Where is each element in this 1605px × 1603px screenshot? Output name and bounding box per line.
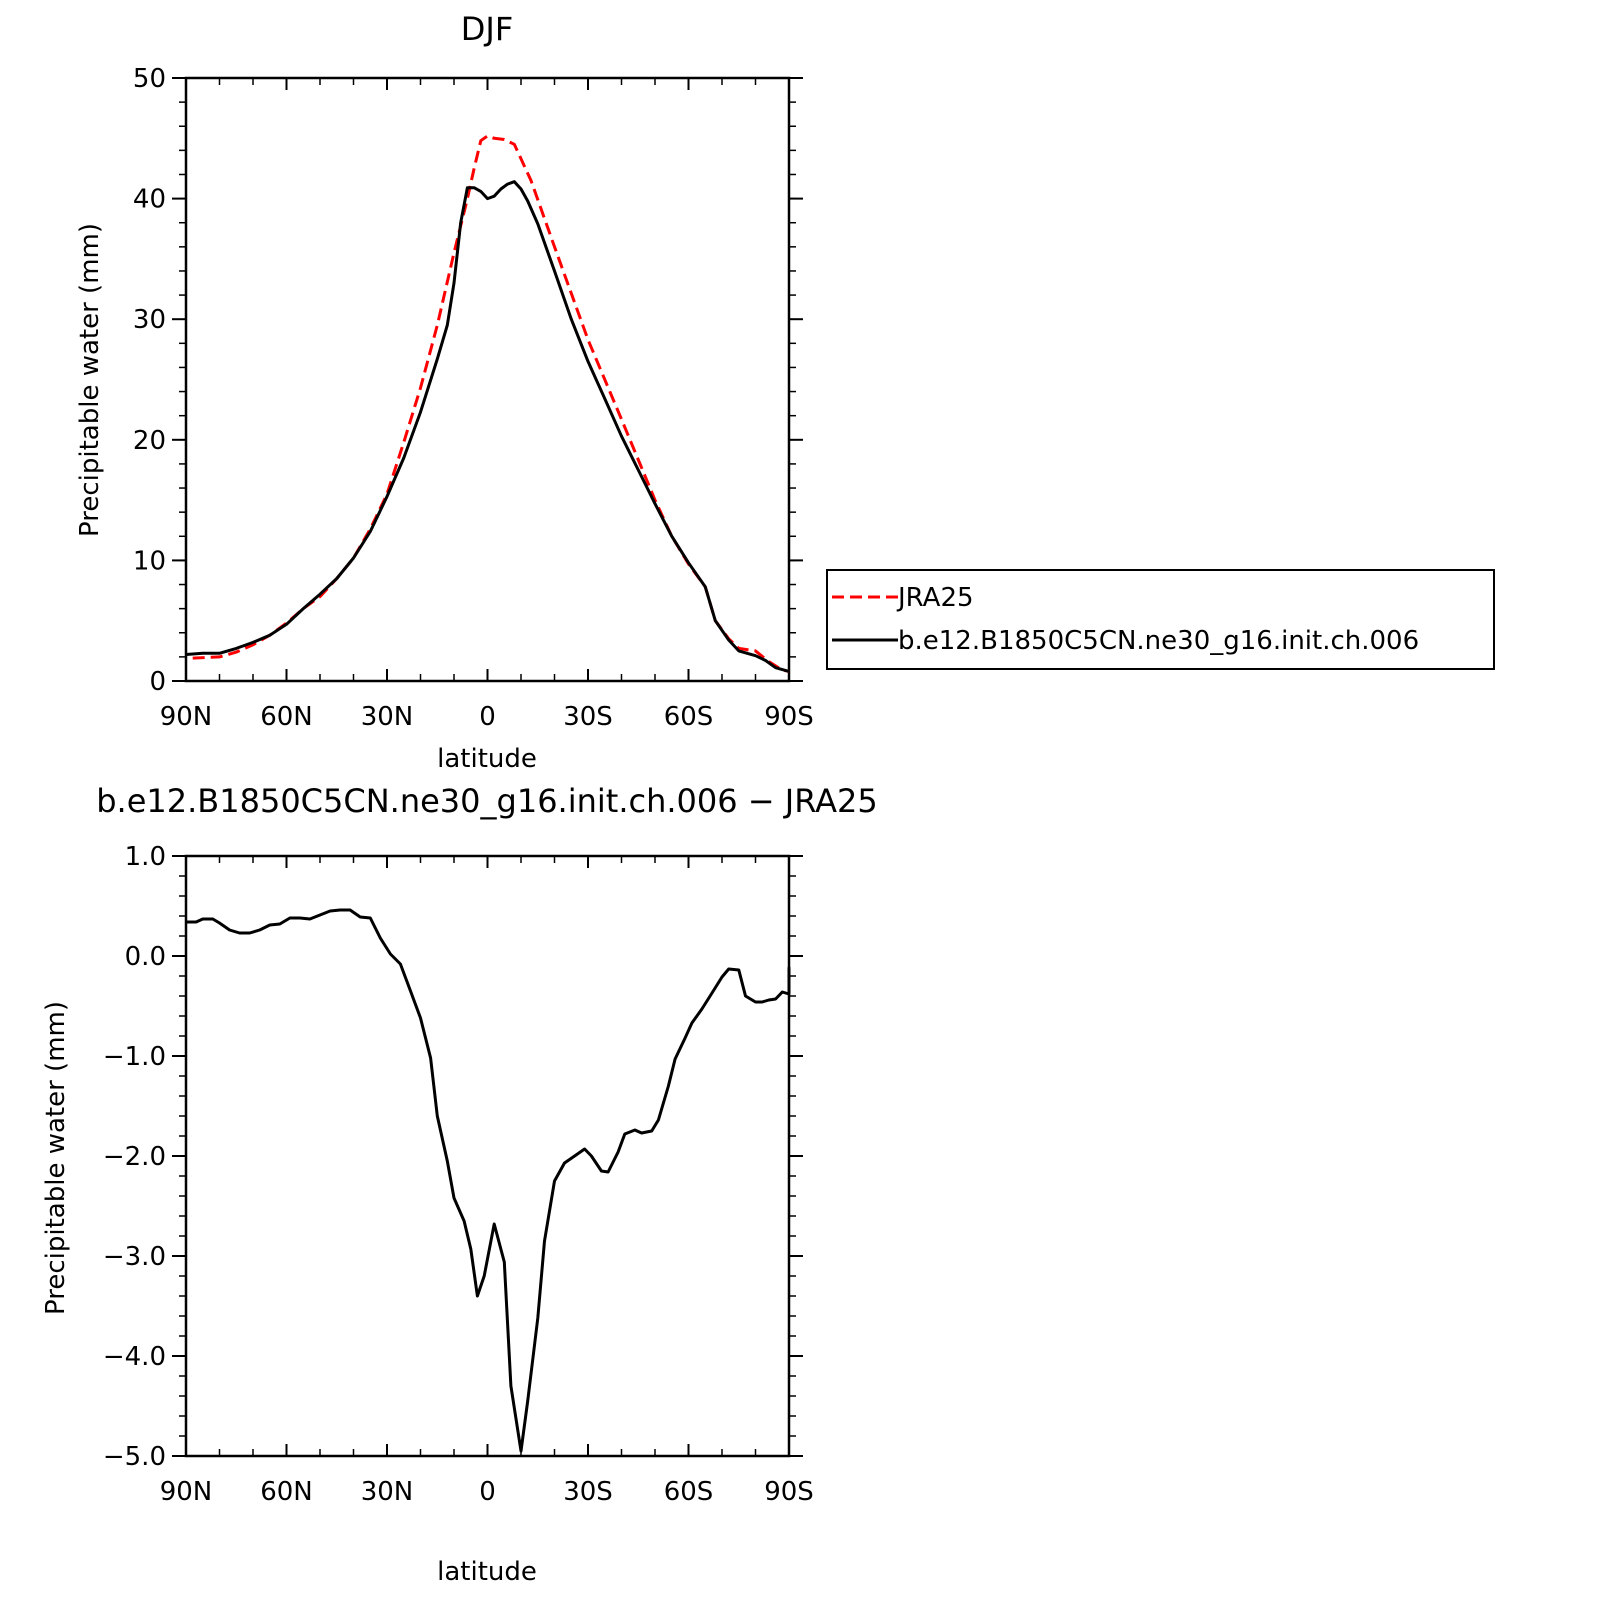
top-y-axis-label: Precipitable water (mm)	[75, 223, 105, 537]
bot-ytick-label-1-0: 1.0	[125, 842, 166, 872]
bot-xtick-label-0: 0	[479, 1477, 496, 1507]
top-xtick-label-90s: 90S	[764, 702, 814, 732]
bottom-y-axis-label: Precipitable water (mm)	[41, 1001, 71, 1315]
bot-xtick-label-30s: 30S	[563, 1477, 613, 1507]
bot-ytick-label-5-0: −5.0	[103, 1442, 166, 1472]
legend-label-model: b.e12.B1850C5CN.ne30_g16.init.ch.006	[898, 626, 1419, 656]
top-ytick-label-10: 10	[133, 546, 166, 576]
legend-box	[826, 569, 1495, 670]
top-title: DJF	[461, 10, 513, 48]
bottom-x-tick-labels: 90N 60N 30N 0 30S 60S 90S	[160, 1477, 814, 1507]
top-x-axis-label: latitude	[437, 744, 537, 774]
top-xtick-label-30s: 30S	[563, 702, 613, 732]
top-ytick-label-40: 40	[133, 185, 166, 215]
bottom-x-axis-label: latitude	[437, 1557, 537, 1587]
top-series-line-b-e12-b1850c5cn-ne30-g16-init-ch-006	[185, 180, 790, 673]
bottom-title: b.e12.B1850C5CN.ne30_g16.init.ch.006 − J…	[96, 782, 878, 820]
bot-xtick-label-60n: 60N	[260, 1477, 313, 1507]
top-y-tick-labels: 0 10 20 30 40 50	[133, 64, 166, 697]
bot-ytick-label-3-0: −3.0	[103, 1242, 166, 1272]
top-x-tick-labels: 90N 60N 30N 0 30S 60S 90S	[160, 702, 814, 732]
bottom-plot-frame	[184, 854, 791, 1458]
top-xtick-label-90n: 90N	[160, 702, 213, 732]
bottom-ticks	[172, 855, 803, 1457]
panel-bottom: b.e12.B1850C5CN.ne30_g16.init.ch.006 − J…	[41, 782, 878, 1587]
top-ticks	[172, 77, 803, 682]
top-ytick-label-20: 20	[133, 426, 166, 456]
bot-xtick-label-90n: 90N	[160, 1477, 213, 1507]
top-xtick-label-60s: 60S	[664, 702, 714, 732]
bot-xtick-label-30n: 30N	[361, 1477, 414, 1507]
top-series-lines	[185, 134, 790, 673]
bot-ytick-label-1-0: −1.0	[103, 1042, 166, 1072]
top-ytick-label-50: 50	[133, 64, 166, 94]
bottom-series-lines	[186, 908, 791, 1453]
top-ytick-label-0: 0	[149, 667, 166, 697]
top-xtick-label-0: 0	[479, 702, 496, 732]
bot-xtick-label-90s: 90S	[764, 1477, 814, 1507]
top-xtick-label-60n: 60N	[260, 702, 313, 732]
bot-xtick-label-60s: 60S	[664, 1477, 714, 1507]
panel-top: DJF 90N 60N 30N 0 30S 60S 90S 0 10 20 30 40 50 lati…	[75, 10, 814, 774]
top-plot-frame	[184, 76, 791, 683]
top-ytick-label-30: 30	[133, 305, 166, 335]
legend: JRA25 b.e12.B1850C5CN.ne30_g16.init.ch.0…	[826, 569, 1495, 670]
bottom-y-tick-labels: 1.0 0.0 −1.0 −2.0 −3.0 −4.0 −5.0	[103, 842, 166, 1472]
top-xtick-label-30n: 30N	[361, 702, 414, 732]
legend-label-jra25: JRA25	[896, 583, 974, 613]
bot-series-line-difference	[186, 908, 791, 1453]
bot-ytick-label-4-0: −4.0	[103, 1342, 166, 1372]
bot-ytick-label-0-0: 0.0	[125, 942, 166, 972]
bot-ytick-label-2-0: −2.0	[103, 1142, 166, 1172]
top-series-line-jra25	[192, 134, 790, 673]
